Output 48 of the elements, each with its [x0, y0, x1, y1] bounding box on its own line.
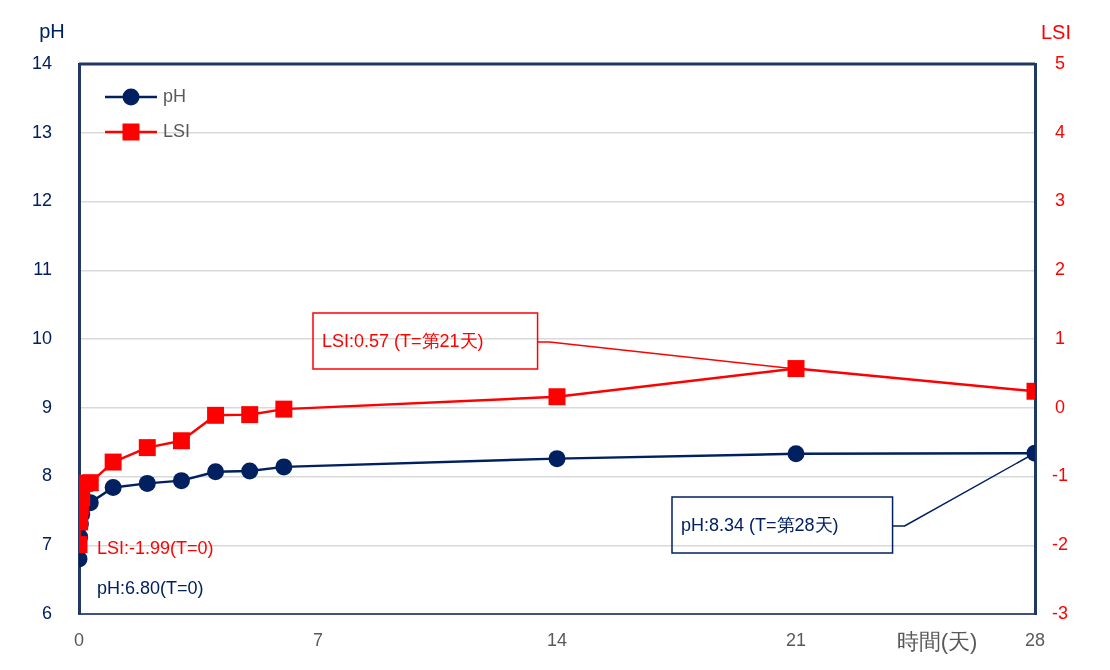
- point: [138, 439, 156, 457]
- y2-tick-label: 4: [1054, 121, 1066, 142]
- y2-tick-label: 3: [1054, 190, 1066, 211]
- point: [275, 400, 293, 418]
- y-axis-title: pH: [39, 19, 65, 42]
- y-tick-label: 8: [41, 465, 52, 486]
- point: [548, 450, 566, 468]
- point: [548, 388, 566, 406]
- point: [787, 445, 805, 463]
- y-tick-label: 10: [31, 327, 52, 348]
- x-tick-label: 21: [785, 629, 807, 650]
- y-tick-label: 6: [41, 602, 52, 623]
- annotation: LSI:0.57 (T=第21天): [322, 330, 484, 351]
- y2-tick-label: 0: [1054, 396, 1066, 417]
- y-tick-label: 12: [31, 190, 52, 211]
- x-tick-label: 7: [312, 629, 324, 650]
- point: [275, 458, 293, 476]
- y-tick-label: 9: [41, 396, 52, 417]
- y2-tick-label: 2: [1054, 259, 1066, 280]
- y2-tick-label: -2: [1051, 534, 1069, 555]
- point: [207, 463, 225, 481]
- annotation: pH:6.80(T=0): [97, 577, 204, 598]
- y2-tick-label: 5: [1054, 52, 1066, 73]
- y-tick-label: 14: [31, 52, 52, 73]
- point: [241, 406, 259, 424]
- legend-label: LSI: [163, 120, 191, 141]
- y2-tick-label: -3: [1051, 602, 1069, 623]
- y-tick-label: 7: [41, 534, 52, 555]
- point: [172, 472, 190, 490]
- x-tick-label: 14: [546, 629, 568, 650]
- y2-tick-label: 1: [1054, 327, 1066, 348]
- x-axis-title: 時間(天): [896, 629, 978, 655]
- x-tick-label: 0: [73, 629, 85, 650]
- legend-label: pH: [163, 85, 187, 106]
- x-tick-label: 28: [1024, 629, 1046, 650]
- point: [104, 479, 122, 496]
- point: [241, 462, 259, 480]
- y2-tick-label: -1: [1051, 465, 1069, 486]
- point: [138, 474, 156, 492]
- point: [172, 432, 190, 450]
- point: [207, 406, 225, 424]
- point: [81, 474, 99, 492]
- annotation: pH:8.34 (T=第28天): [681, 515, 839, 536]
- annotation: LSI:-1.99(T=0): [97, 537, 214, 558]
- y-tick-label: 13: [31, 121, 52, 142]
- y-tick-label: 11: [33, 259, 52, 280]
- point: [104, 453, 122, 471]
- y2-axis-title: LSI: [1040, 20, 1072, 43]
